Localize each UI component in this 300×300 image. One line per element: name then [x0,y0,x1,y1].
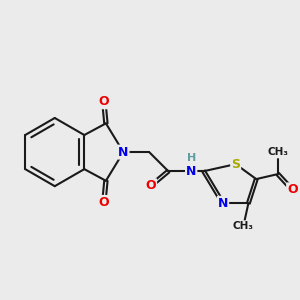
Text: N: N [118,146,129,159]
Text: O: O [98,95,109,108]
Text: O: O [287,183,298,196]
Text: N: N [186,165,196,178]
Text: O: O [146,179,156,192]
Text: O: O [98,196,109,209]
Text: CH₃: CH₃ [233,221,254,231]
Text: H: H [187,153,196,163]
Text: CH₃: CH₃ [267,148,288,158]
Text: N: N [218,197,228,210]
Text: S: S [231,158,240,171]
